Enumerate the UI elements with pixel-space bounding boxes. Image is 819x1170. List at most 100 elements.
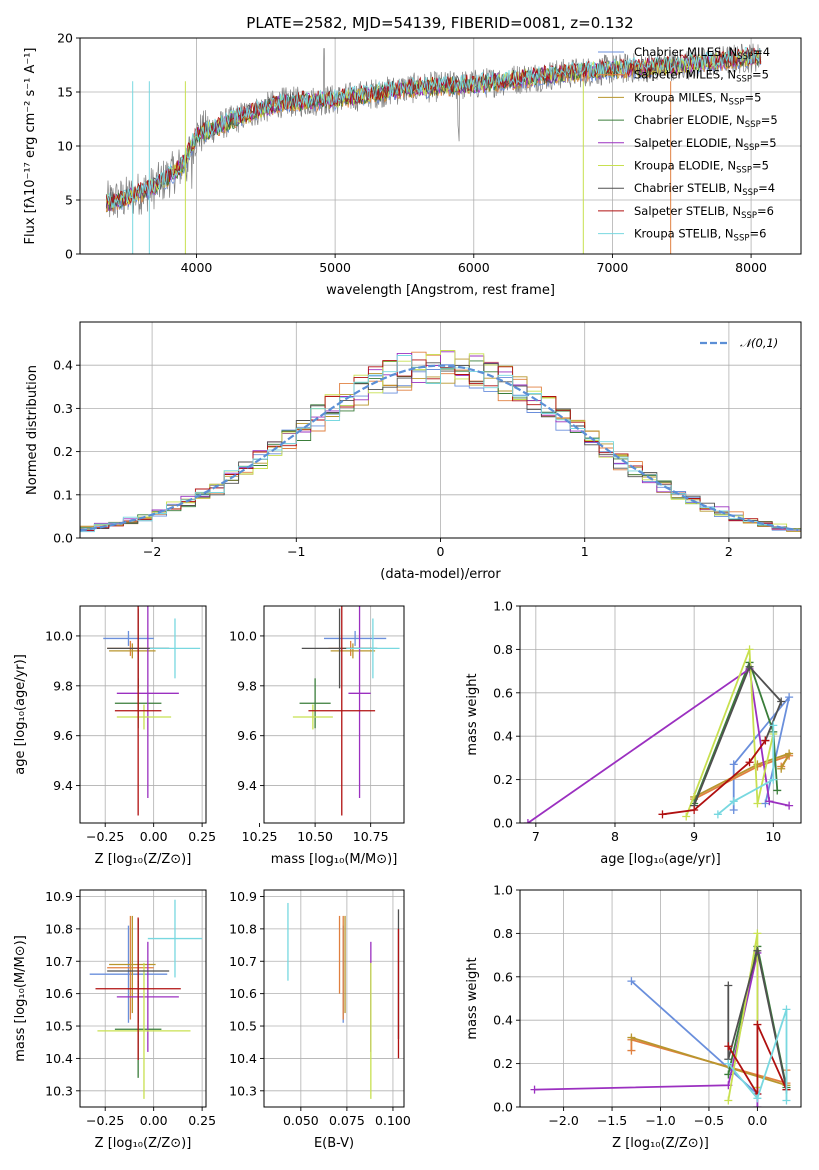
x-tick-label: −2 xyxy=(143,544,161,559)
errorbar-point-chabrier-miles xyxy=(324,630,387,646)
mass-vs-metallicity-panel: −0.25 0.00 0.25 10.3 10.4 10.5 10.6 10.7 10.8 10.… xyxy=(13,889,216,1151)
plot-area xyxy=(292,606,400,816)
legend-label-subscript: SSP xyxy=(729,97,745,107)
weight-marker xyxy=(773,786,782,795)
legend-label-suffix: =6 xyxy=(749,227,766,241)
plot-area xyxy=(80,350,801,535)
x-axis-label: age [log₁₀(age/yr)] xyxy=(600,852,721,867)
y-tick-label: 10.8 xyxy=(229,921,257,936)
weight-marker xyxy=(713,810,722,819)
weight-marker xyxy=(777,697,786,706)
legend-label-subscript: SSP xyxy=(736,75,752,85)
spectrum-panel: 4000 5000 6000 7000 8000 0 5 10 15 20 wavelength [… xyxy=(23,31,802,298)
x-tick-label: 6000 xyxy=(458,260,490,275)
y-tick-label: 9.8 xyxy=(237,678,257,693)
plot-area xyxy=(523,645,794,823)
x-tick-label: 0.100 xyxy=(375,1113,411,1128)
legend-label: Chabrier MILES, NSSP=4 xyxy=(634,45,770,62)
weight-vs-age-panel: 7 8 9 10 0.0 0.2 0.4 0.6 0.8 1.0 age [log₁₀(age/yr… xyxy=(465,599,802,867)
weight-line xyxy=(727,1009,788,1101)
legend-label-text: Salpeter ELODIE, N xyxy=(634,136,744,150)
x-tick-label: −2.0 xyxy=(548,1113,578,1128)
x-tick-label: 0 xyxy=(437,544,445,559)
y-tick-label: 0.6 xyxy=(493,685,513,700)
legend-label-suffix: =5 xyxy=(761,113,778,127)
x-axis-label: (data-model)/error xyxy=(380,567,501,582)
x-axis-label: mass [log₁₀(M/M⊙)] xyxy=(271,852,398,867)
y-tick-label: 15 xyxy=(57,85,73,100)
axes-frame xyxy=(519,605,802,824)
weight-line xyxy=(662,739,767,816)
weight-series-kroupa-stelib xyxy=(713,721,778,819)
y-tick-label: 10.5 xyxy=(229,1019,257,1034)
legend-label-text: Chabrier MILES, N xyxy=(634,45,737,59)
y-tick-label: 20 xyxy=(57,31,73,46)
legend-label: Salpeter STELIB, NSSP=6 xyxy=(634,204,774,221)
y-tick-label: 9.6 xyxy=(237,728,257,743)
legend-label-subscript: SSP xyxy=(737,52,753,62)
legend-label: Salpeter ELODIE, NSSP=5 xyxy=(634,136,777,153)
x-tick-label: 1 xyxy=(581,544,589,559)
y-tick-label: 10.6 xyxy=(45,986,73,1001)
errorbar-point-salpeter-elodie xyxy=(348,606,371,799)
weight-series-kroupa-elodie xyxy=(682,645,778,821)
legend-label: Salpeter MILES, NSSP=5 xyxy=(634,68,769,85)
errorbar-point-chabrier-miles xyxy=(103,630,154,646)
weight-series-kroupa-stelib xyxy=(724,1005,791,1105)
legend-label-text: Chabrier STELIB, N xyxy=(634,181,742,195)
y-axis-label: mass weight xyxy=(465,957,480,1039)
weight-marker xyxy=(729,805,738,814)
weight-line xyxy=(631,1036,787,1087)
weight-series-salpeter-stelib xyxy=(658,736,770,819)
errorbar-point-chabrier-miles xyxy=(89,925,168,1023)
weight-marker xyxy=(761,736,770,745)
legend-label-subscript: SSP xyxy=(741,211,757,221)
weight-marker xyxy=(729,760,738,769)
legend-label-text: Kroupa MILES, N xyxy=(634,90,729,104)
legend-label-text: Kroupa ELODIE, N xyxy=(634,159,736,173)
y-tick-label: 10.0 xyxy=(229,628,257,643)
errorbar-point-kroupa-stelib xyxy=(147,899,203,978)
errorbar-point-kroupa-stelib xyxy=(346,618,400,679)
weight-marker xyxy=(753,1103,762,1107)
y-tick-label: 10.3 xyxy=(45,1083,73,1098)
legend-label: 𝒩(0,1) xyxy=(740,336,778,350)
y-tick-label: 9.4 xyxy=(237,778,257,793)
x-axis-label: Z [log₁₀(Z/Z⊙)] xyxy=(612,1136,709,1151)
weight-marker xyxy=(690,805,699,814)
weight-series-chabrier-miles xyxy=(729,693,794,814)
y-tick-label: 0.4 xyxy=(493,729,513,744)
weight-marker xyxy=(724,981,733,990)
weight-marker xyxy=(530,1085,539,1094)
y-tick-label: 9.8 xyxy=(53,678,73,693)
x-tick-label: 7000 xyxy=(597,260,629,275)
spectrum-legend: Chabrier MILES, NSSP=4 Salpeter MILES, NS… xyxy=(598,45,778,244)
x-tick-label: 2 xyxy=(725,544,733,559)
weight-line xyxy=(727,1024,788,1098)
legend-label: Chabrier STELIB, NSSP=4 xyxy=(634,181,775,198)
y-tick-label: 10.8 xyxy=(45,921,73,936)
y-axis-label: mass [log₁₀(M/M⊙)] xyxy=(13,935,28,1062)
y-tick-label: 10 xyxy=(57,139,73,154)
x-tick-label: 8000 xyxy=(735,260,767,275)
y-tick-label: 1.0 xyxy=(493,883,513,898)
weight-marker xyxy=(782,1005,791,1014)
axes-frame xyxy=(79,889,207,1108)
y-tick-label: 0 xyxy=(65,247,73,262)
x-tick-label: 0.25 xyxy=(188,829,216,844)
y-tick-label: 0.2 xyxy=(53,444,73,459)
legend-label: Kroupa MILES, NSSP=5 xyxy=(634,90,761,107)
x-tick-label: 4000 xyxy=(181,260,213,275)
x-tick-label: 0.00 xyxy=(140,829,168,844)
x-tick-label: 10 xyxy=(765,829,781,844)
x-tick-label: 8 xyxy=(611,829,619,844)
legend-label-text: Kroupa STELIB, N xyxy=(634,227,734,241)
weight-line xyxy=(717,725,775,815)
weight-marker xyxy=(777,764,786,773)
y-tick-label: 10.4 xyxy=(45,1051,73,1066)
weight-line xyxy=(693,659,779,804)
age-vs-mass-panel: 10.25 10.50 10.75 9.4 9.6 9.8 10.0 mass [log₁₀(… xyxy=(229,605,405,867)
x-tick-label: −1.5 xyxy=(597,1113,627,1128)
plot-area xyxy=(105,43,762,254)
errorbar-point-kroupa-elodie xyxy=(292,704,333,730)
